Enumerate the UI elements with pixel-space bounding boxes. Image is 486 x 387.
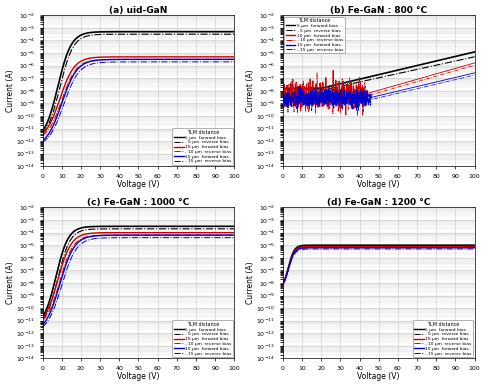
X-axis label: Voltage (V): Voltage (V) bbox=[117, 372, 160, 382]
Title: (c) Fe-GaN : 1000 °C: (c) Fe-GaN : 1000 °C bbox=[87, 198, 190, 207]
Title: (d) Fe-GaN : 1200 °C: (d) Fe-GaN : 1200 °C bbox=[327, 198, 431, 207]
X-axis label: Voltage (V): Voltage (V) bbox=[117, 180, 160, 189]
Legend: 5 μm  forward bias, - 5 μm  reverse bias, 10 μm  forward bias, - 10 μm  reverse : 5 μm forward bias, - 5 μm reverse bias, … bbox=[413, 320, 473, 357]
Title: (b) Fe-GaN : 800 °C: (b) Fe-GaN : 800 °C bbox=[330, 5, 427, 15]
Title: (a) uid-GaN: (a) uid-GaN bbox=[109, 5, 168, 15]
Y-axis label: Current (A): Current (A) bbox=[5, 70, 15, 112]
X-axis label: Voltage (V): Voltage (V) bbox=[357, 180, 400, 189]
Y-axis label: Current (A): Current (A) bbox=[246, 70, 255, 112]
Legend: 5 μm  forward bias, - 5 μm  reverse bias, 10 μm  forward bias, - 10 μm  reverse : 5 μm forward bias, - 5 μm reverse bias, … bbox=[173, 128, 233, 165]
Legend: 5 μm  forward bias, - 5 μm  reverse bias, 10 μm  forward bias, - 10 μm  reverse : 5 μm forward bias, - 5 μm reverse bias, … bbox=[173, 320, 233, 357]
X-axis label: Voltage (V): Voltage (V) bbox=[357, 372, 400, 382]
Legend: 5 μm  forward bias, - 5 μm  reverse bias, 10 μm  forward bias, - 10 μm  reverse : 5 μm forward bias, - 5 μm reverse bias, … bbox=[284, 17, 345, 53]
Y-axis label: Current (A): Current (A) bbox=[246, 262, 255, 304]
Y-axis label: Current (A): Current (A) bbox=[5, 262, 15, 304]
